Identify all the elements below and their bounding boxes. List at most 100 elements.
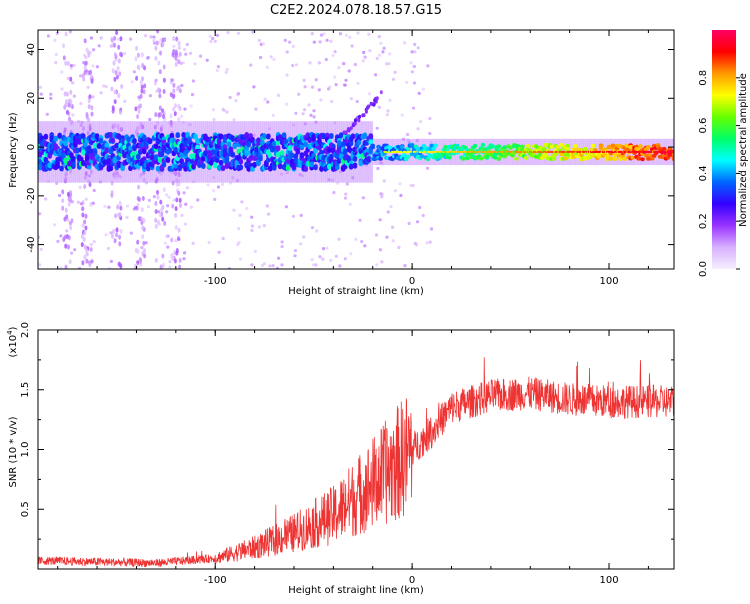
heat-cell (107, 205, 111, 209)
heat-cell (69, 89, 73, 95)
heat-cell (271, 264, 275, 268)
heat-cell (85, 111, 89, 117)
heat-cell (70, 218, 74, 224)
heat-cell (380, 195, 384, 199)
heat-cell (460, 156, 466, 161)
heat-cell (141, 148, 147, 155)
heat-cell (155, 89, 159, 93)
heat-cell (154, 78, 158, 82)
heat-cell (141, 76, 144, 82)
heat-cell (406, 132, 410, 137)
heat-cell (80, 234, 84, 239)
heat-cell (137, 65, 141, 71)
heat-cell (165, 157, 171, 163)
heat-cell (334, 254, 338, 258)
heat-cell (206, 183, 210, 187)
heat-cell (90, 259, 94, 264)
heat-cell (92, 48, 96, 52)
heat-cell (43, 133, 49, 140)
heat-cell (125, 204, 130, 208)
heat-cell (180, 83, 184, 88)
heat-cell (53, 38, 57, 42)
heat-cell (352, 155, 358, 162)
heat-cell (294, 63, 298, 67)
heat-cell (426, 64, 430, 68)
heat-cell (421, 213, 425, 218)
heat-cell (405, 154, 411, 159)
heat-cell (177, 59, 181, 65)
heat-cell (142, 218, 146, 223)
heat-cell (215, 68, 219, 73)
heat-cell (336, 140, 342, 147)
heat-cell (140, 52, 144, 58)
snr-scale-note-text: (x10 (8, 335, 19, 358)
heat-cell (66, 61, 70, 66)
heat-cell (158, 212, 162, 218)
heat-cell (64, 60, 68, 66)
heat-cell (421, 87, 425, 91)
heat-cell (148, 117, 152, 122)
heat-cell (624, 143, 630, 148)
heat-cell (367, 104, 371, 109)
heat-cell (104, 147, 110, 154)
heat-cell (260, 139, 265, 146)
heat-cell (113, 238, 117, 244)
heat-cell (356, 31, 360, 35)
heat-cell (38, 85, 43, 89)
heat-cell (276, 93, 281, 97)
heat-cell (606, 145, 612, 150)
heat-cell (162, 89, 166, 94)
heat-cell (140, 216, 144, 221)
heat-cell (91, 95, 95, 99)
heat-cell (156, 194, 160, 200)
heat-cell (61, 205, 65, 211)
heat-cell (117, 37, 121, 41)
heat-cell (382, 46, 386, 50)
heat-cell (119, 205, 123, 211)
heat-cell (177, 237, 181, 241)
heat-cell (265, 65, 269, 69)
heat-cell (618, 156, 624, 161)
heat-cell (405, 80, 409, 84)
heat-cell (75, 147, 80, 154)
heat-cell (174, 225, 178, 230)
heat-cell (245, 206, 249, 211)
heat-cell (63, 157, 68, 164)
heat-cell (158, 105, 162, 111)
heat-cell (238, 138, 244, 145)
spectrogram-x-label: Height of straight line (km) (288, 286, 424, 297)
heat-cell (252, 161, 257, 168)
heat-cell (338, 32, 343, 36)
heat-cell (69, 63, 74, 68)
heat-cell (84, 213, 88, 219)
spectrogram-heatmap (38, 30, 674, 269)
snr-scale-note: (x104) (6, 326, 19, 357)
heat-cell (256, 160, 261, 167)
heat-cell (113, 35, 117, 41)
heat-cell (262, 133, 267, 140)
heat-cell (120, 165, 126, 172)
heat-cell (319, 98, 323, 102)
heat-cell (180, 114, 184, 118)
heat-cell (391, 239, 395, 243)
heat-cell (173, 250, 177, 256)
heat-cell (172, 106, 176, 112)
heat-cell (86, 117, 90, 121)
heat-cell (352, 162, 358, 169)
heat-cell (118, 71, 122, 77)
heat-cell (393, 150, 396, 154)
colorbar-tick-label: 0.6 (698, 118, 709, 134)
heat-cell (400, 113, 404, 117)
heat-cell (85, 69, 89, 73)
heat-cell (158, 69, 162, 75)
heat-cell (111, 68, 115, 74)
snr-ticks: -100 0 100 0.5 1.0 1.5 2.0 (20, 322, 674, 586)
heat-cell (45, 112, 49, 116)
heat-cell (478, 156, 484, 161)
heat-cell (377, 105, 381, 109)
heat-cell (212, 162, 218, 169)
heat-cell (302, 235, 306, 239)
heat-cell (193, 62, 197, 66)
snr-panel: -100 0 100 0.5 1.0 1.5 2.0 Height of straight … (6, 322, 675, 596)
